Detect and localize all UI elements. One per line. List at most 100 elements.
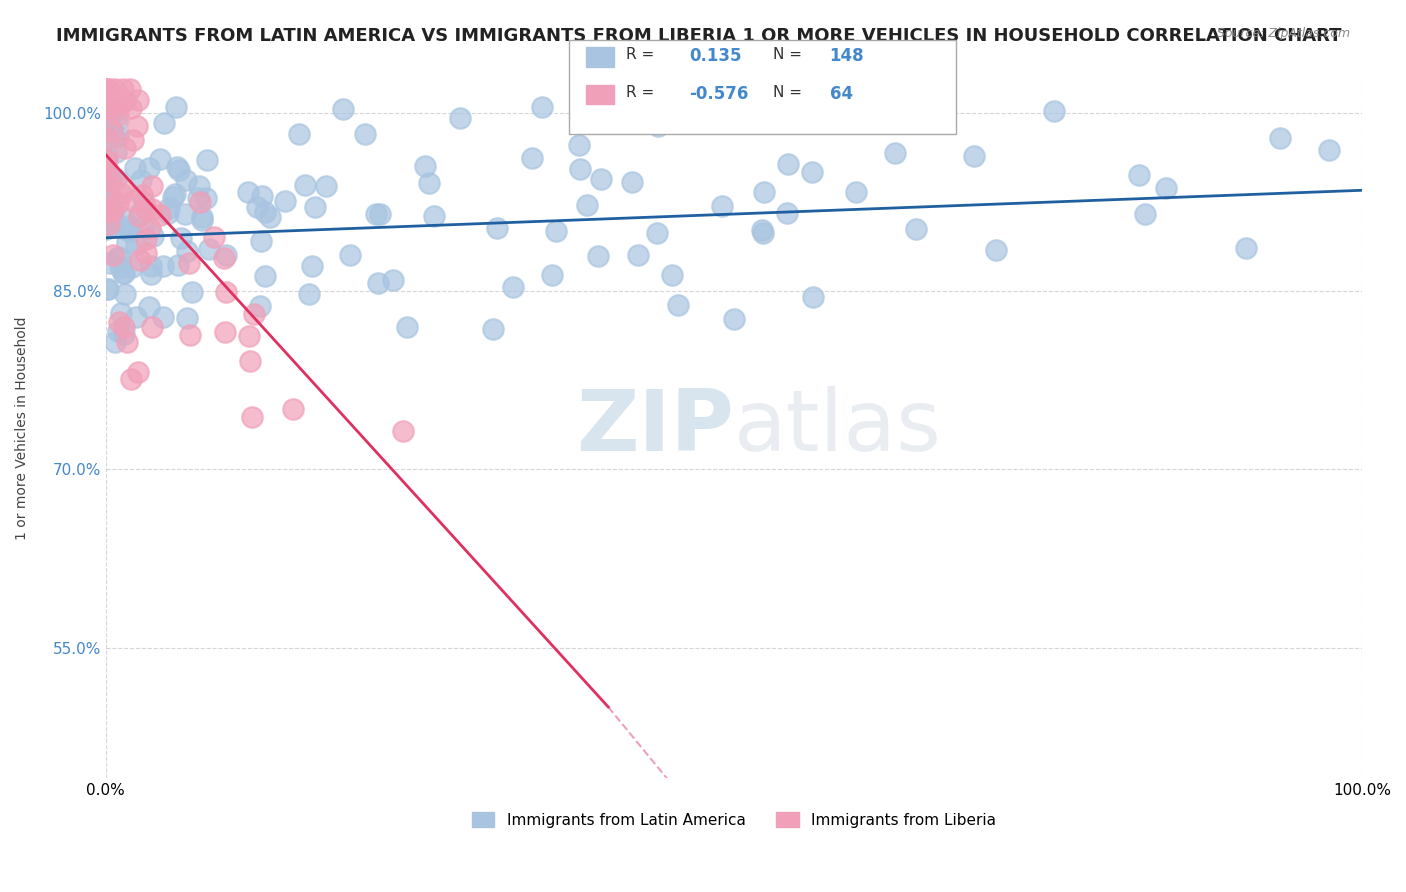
Point	[243, 307, 266, 321]
Point	[94, 162, 117, 177]
Text: atlas: atlas	[734, 386, 942, 469]
Point	[1268, 131, 1291, 145]
Point	[94, 155, 117, 169]
Point	[152, 310, 174, 325]
Point	[963, 149, 986, 163]
Point	[94, 102, 117, 116]
Point	[904, 222, 927, 236]
Point	[776, 157, 799, 171]
Point	[214, 325, 236, 339]
Point	[94, 193, 117, 207]
Point	[132, 220, 155, 235]
Point	[367, 276, 389, 290]
Point	[96, 204, 118, 219]
Point	[180, 285, 202, 300]
Point	[129, 252, 152, 267]
Point	[138, 161, 160, 176]
Point	[187, 192, 209, 206]
Point	[112, 320, 135, 334]
Point	[97, 109, 120, 123]
Point	[238, 328, 260, 343]
Point	[246, 201, 269, 215]
Text: IMMIGRANTS FROM LATIN AMERICA VS IMMIGRANTS FROM LIBERIA 1 OR MORE VEHICLES IN H: IMMIGRANTS FROM LATIN AMERICA VS IMMIGRA…	[56, 27, 1341, 45]
Point	[103, 213, 125, 227]
Point	[124, 161, 146, 175]
Point	[141, 320, 163, 334]
Point	[250, 235, 273, 249]
Point	[97, 82, 120, 96]
Point	[776, 206, 799, 220]
Point	[174, 207, 197, 221]
Point	[107, 195, 129, 210]
Point	[544, 224, 567, 238]
Text: -0.576: -0.576	[689, 85, 748, 103]
Point	[97, 217, 120, 231]
Point	[188, 178, 211, 193]
Point	[179, 255, 201, 269]
Point	[111, 187, 134, 202]
Text: 64: 64	[830, 85, 852, 103]
Point	[576, 197, 599, 211]
Point	[801, 164, 824, 178]
Point	[152, 260, 174, 274]
Point	[845, 185, 868, 199]
Point	[96, 130, 118, 145]
Point	[94, 193, 117, 207]
Point	[114, 94, 136, 108]
Point	[100, 95, 122, 110]
Point	[301, 259, 323, 273]
Point	[353, 127, 375, 141]
Point	[202, 229, 225, 244]
Point	[283, 401, 305, 416]
Point	[97, 132, 120, 146]
Point	[1317, 144, 1340, 158]
Point	[98, 256, 121, 270]
Point	[98, 189, 121, 203]
Text: N =: N =	[773, 85, 803, 100]
Point	[315, 178, 337, 193]
Point	[666, 298, 689, 312]
Point	[381, 273, 404, 287]
Point	[236, 185, 259, 199]
Point	[254, 268, 277, 283]
Point	[114, 141, 136, 155]
Point	[105, 145, 128, 160]
Point	[215, 248, 238, 262]
Point	[107, 128, 129, 143]
Point	[803, 290, 825, 304]
Point	[141, 178, 163, 193]
Point	[568, 138, 591, 153]
Point	[149, 208, 172, 222]
Point	[212, 251, 235, 265]
Point	[98, 171, 121, 186]
Point	[132, 194, 155, 209]
Point	[984, 243, 1007, 257]
Point	[108, 315, 131, 329]
Point	[304, 200, 326, 214]
Point	[114, 286, 136, 301]
Point	[391, 424, 413, 438]
Point	[121, 101, 143, 115]
Point	[254, 204, 277, 219]
Point	[423, 209, 446, 223]
Point	[239, 354, 262, 368]
Point	[449, 112, 471, 126]
Point	[751, 223, 773, 237]
Point	[125, 238, 148, 252]
Point	[149, 152, 172, 166]
Point	[96, 172, 118, 186]
Point	[127, 366, 149, 380]
Text: 148: 148	[830, 47, 865, 65]
Point	[101, 124, 124, 138]
Point	[107, 324, 129, 338]
Point	[188, 194, 211, 209]
Point	[198, 242, 221, 256]
Point	[98, 204, 121, 219]
Point	[418, 176, 440, 190]
Point	[120, 372, 142, 386]
Point	[96, 82, 118, 96]
Point	[165, 100, 187, 114]
Point	[115, 235, 138, 249]
Point	[190, 213, 212, 227]
Point	[110, 95, 132, 109]
